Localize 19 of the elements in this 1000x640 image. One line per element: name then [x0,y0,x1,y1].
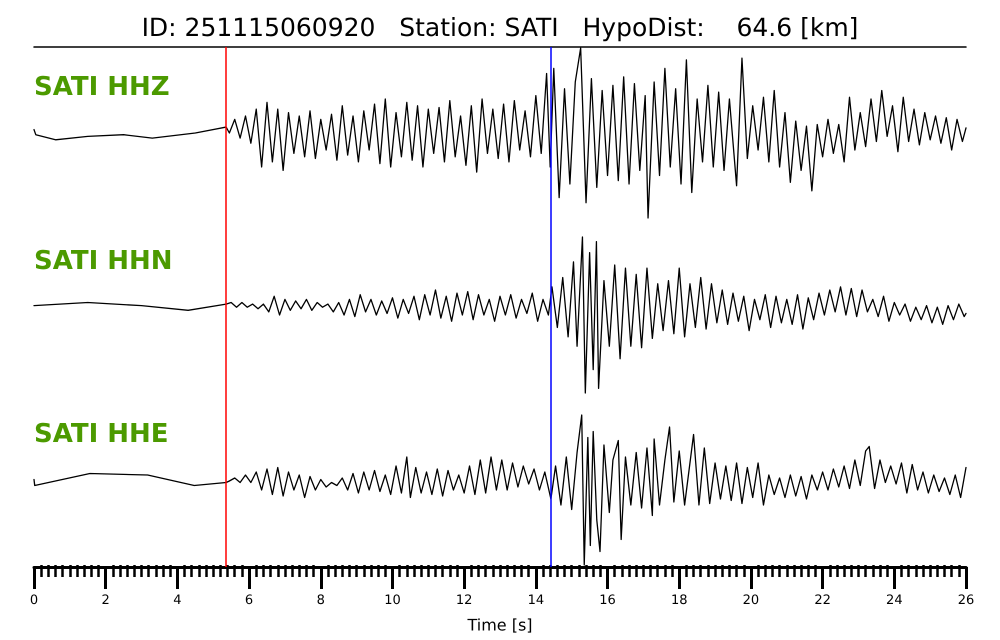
x-tick-label: 4 [173,593,182,608]
series-label: SATI HHZ [34,72,170,102]
x-tick-label: 18 [670,593,688,608]
x-tick-label: 14 [528,593,544,608]
x-tick-label: 10 [384,593,401,608]
x-tick-label: 0 [30,593,38,608]
x-tick-label: 8 [316,593,325,608]
x-tick-label: 20 [742,593,760,608]
x-tick-label: 26 [958,593,974,608]
x-tick-label: 12 [456,593,472,608]
x-tick-label: 6 [244,593,254,608]
x-tick-label: 22 [814,593,831,608]
x-tick-label: 2 [102,593,110,608]
x-axis-title: Time [s] [466,616,533,634]
series-label: SATI HHE [34,419,169,449]
chart-title: ID: 251115060920 Station: SATI HypoDist: 64.6 [km] [142,13,858,42]
series-label: SATI HHN [34,246,173,276]
x-tick-label: 24 [886,593,903,608]
x-tick-label: 16 [599,593,616,608]
